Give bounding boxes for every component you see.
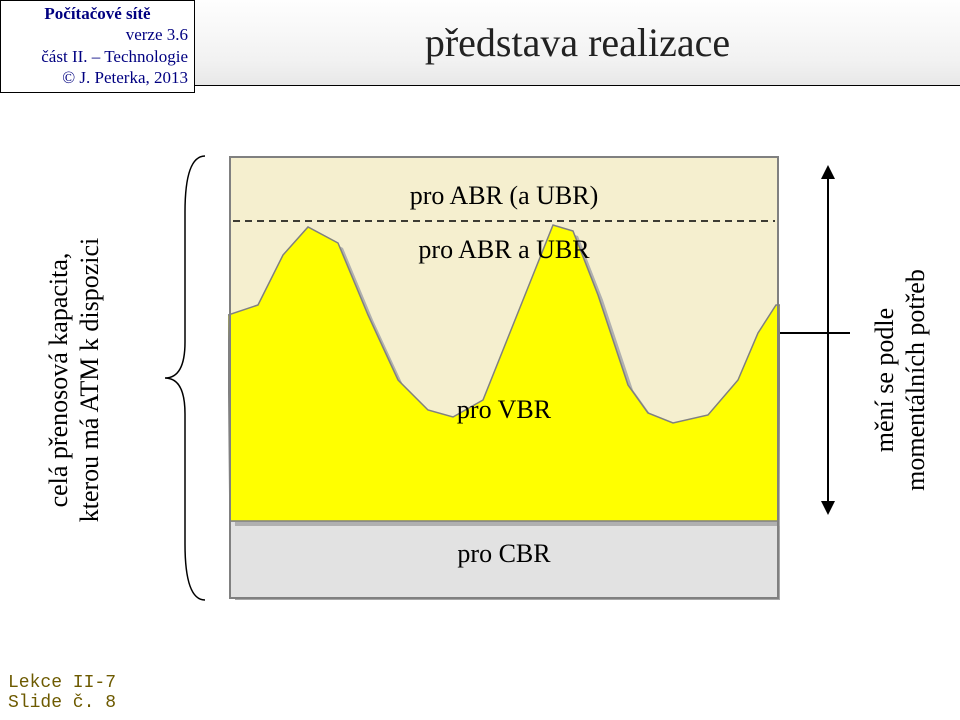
info-part: část II. – Technologie — [7, 46, 188, 67]
indicator-tick — [780, 332, 850, 334]
page-title: představa realizace — [425, 19, 730, 66]
left-axis-label-2: kterou má ATM k dispozici — [75, 215, 105, 545]
footer-line2: Slide č. 8 — [8, 693, 116, 713]
info-box: Počítačové sítě verze 3.6 část II. – Tec… — [0, 0, 195, 93]
info-copyright: © J. Peterka, 2013 — [7, 67, 188, 88]
double-arrow-icon — [818, 165, 838, 515]
capacity-chart — [228, 155, 780, 600]
right-axis-label-2: momentálních potřeb — [901, 215, 931, 545]
info-title: Počítačové sítě — [7, 3, 188, 24]
diagram: celá přenosová kapacita, kterou má ATM k… — [0, 140, 960, 640]
right-axis-label-1: mění se podle — [870, 215, 900, 545]
title-bar: představa realizace — [195, 0, 960, 86]
info-version: verze 3.6 — [7, 24, 188, 45]
curly-brace-icon — [155, 152, 215, 604]
footer: Lekce II-7 Slide č. 8 — [8, 673, 116, 714]
left-axis-label-1: celá přenosová kapacita, — [44, 215, 74, 545]
footer-line1: Lekce II-7 — [8, 673, 116, 693]
